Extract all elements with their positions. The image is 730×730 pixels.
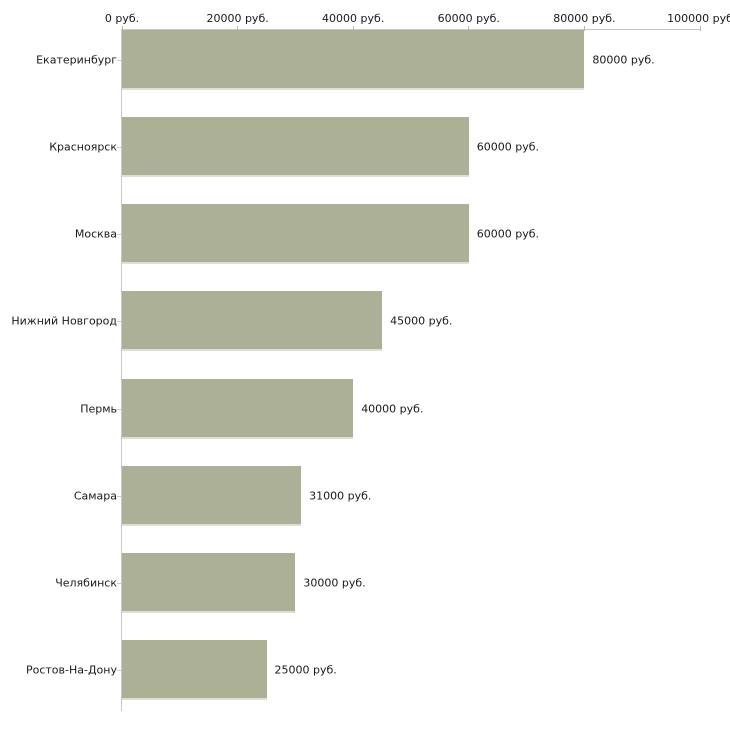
- category-label: Москва: [74, 227, 117, 241]
- value-label: 31000 руб.: [309, 489, 372, 503]
- bar: [122, 378, 354, 439]
- x-axis-tick-label: 80000 руб.: [553, 12, 616, 25]
- category-label: Екатеринбург: [36, 53, 117, 67]
- x-axis-tick: [352, 26, 354, 31]
- category-label: Челябинск: [55, 576, 117, 590]
- y-axis-tick: [117, 321, 121, 323]
- y-axis-tick: [117, 234, 121, 236]
- x-axis-tick-label: 40000 руб.: [322, 12, 385, 25]
- x-axis-tick: [583, 26, 585, 31]
- category-label: Самара: [73, 489, 117, 503]
- bar: [122, 291, 383, 352]
- y-axis-tick: [117, 582, 121, 584]
- x-axis-tick: [237, 26, 239, 31]
- x-axis-tick: [121, 26, 123, 31]
- category-label: Пермь: [80, 402, 117, 416]
- x-axis-tick-label: 60000 руб.: [437, 12, 500, 25]
- bar: [122, 204, 469, 265]
- value-label: 25000 руб.: [274, 663, 337, 677]
- x-axis-tick-label: 20000 руб.: [206, 12, 269, 25]
- y-axis-tick: [117, 408, 121, 410]
- bar: [122, 117, 469, 178]
- y-axis-tick: [117, 669, 121, 671]
- value-label: 45000 руб.: [390, 314, 453, 328]
- x-axis-tick-label: 0 руб.: [104, 12, 140, 25]
- value-label: 40000 руб.: [361, 402, 424, 416]
- y-axis-tick: [117, 60, 121, 61]
- x-axis-tick-label: 100000 руб: [667, 12, 730, 25]
- category-label: Нижний Новгород: [11, 314, 117, 328]
- y-axis-tick: [117, 495, 121, 497]
- y-axis-line: [121, 29, 122, 711]
- x-axis-line: [122, 29, 700, 30]
- bar: [122, 552, 296, 613]
- x-axis-tick: [699, 26, 701, 31]
- y-axis-tick: [117, 147, 121, 149]
- bar: [122, 465, 302, 526]
- value-label: 80000 руб.: [592, 53, 655, 67]
- value-label: 30000 руб.: [303, 576, 366, 590]
- category-label: Красноярск: [49, 140, 117, 154]
- bar: [122, 639, 267, 700]
- value-label: 60000 руб.: [476, 140, 540, 154]
- category-label: Ростов-На-Дону: [25, 663, 117, 677]
- x-axis-tick: [468, 26, 470, 31]
- value-label: 60000 руб.: [476, 227, 540, 241]
- bar: [122, 30, 585, 90]
